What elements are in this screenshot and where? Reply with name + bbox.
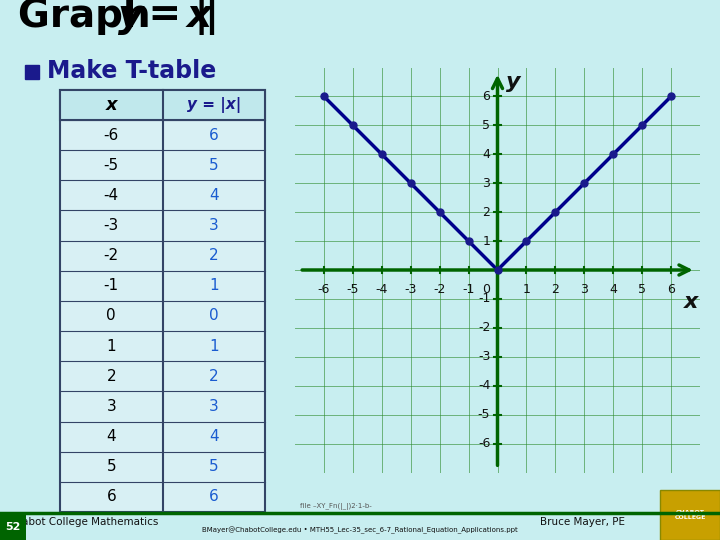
Point <box>318 92 330 101</box>
Text: -4: -4 <box>478 379 490 392</box>
Bar <box>60 90 265 512</box>
Text: -3: -3 <box>478 350 490 363</box>
Point <box>405 179 416 187</box>
Text: 52: 52 <box>5 522 21 532</box>
Text: -6: -6 <box>318 283 330 296</box>
Text: 5: 5 <box>107 459 116 474</box>
Text: y: y <box>118 0 143 35</box>
Text: 3: 3 <box>580 283 588 296</box>
Text: x: x <box>684 292 698 312</box>
Text: 5: 5 <box>638 283 646 296</box>
Bar <box>25 65 39 79</box>
Bar <box>0 513 26 540</box>
Text: 2: 2 <box>209 369 219 384</box>
Text: 4: 4 <box>107 429 116 444</box>
Point <box>463 237 474 245</box>
Text: -1: -1 <box>462 283 474 296</box>
Text: 0: 0 <box>107 308 116 323</box>
Point <box>608 150 619 159</box>
Point <box>636 121 648 130</box>
Text: y: y <box>506 72 521 92</box>
Text: x: x <box>187 0 212 35</box>
Text: Bruce Mayer, PE: Bruce Mayer, PE <box>540 517 625 527</box>
Text: 5: 5 <box>209 459 219 474</box>
Point <box>521 237 532 245</box>
Text: 1: 1 <box>523 283 531 296</box>
Text: CHABOT
COLLEGE: CHABOT COLLEGE <box>675 510 706 521</box>
Text: -3: -3 <box>405 283 417 296</box>
Text: -5: -5 <box>346 283 359 296</box>
Text: 2: 2 <box>107 369 116 384</box>
Text: -2: -2 <box>433 283 446 296</box>
Text: y = |x|: y = |x| <box>186 97 241 113</box>
Text: 1: 1 <box>107 339 116 354</box>
Text: 2: 2 <box>209 248 219 263</box>
Text: 6: 6 <box>209 127 219 143</box>
Text: = |: = | <box>135 0 209 35</box>
Text: Make T-table: Make T-table <box>47 59 216 83</box>
Point <box>434 208 446 217</box>
Text: 6: 6 <box>667 283 675 296</box>
Text: 1: 1 <box>209 278 219 293</box>
Text: x: x <box>105 96 117 114</box>
Text: |: | <box>204 0 218 35</box>
Text: 4: 4 <box>209 188 219 203</box>
Text: 3: 3 <box>107 399 116 414</box>
Text: 4: 4 <box>209 429 219 444</box>
Text: -4: -4 <box>376 283 388 296</box>
Text: 3: 3 <box>209 399 219 414</box>
Text: BMayer@ChabotCollege.edu • MTH55_Lec-35_sec_6-7_Rational_Equation_Applications.p: BMayer@ChabotCollege.edu • MTH55_Lec-35_… <box>202 526 518 534</box>
Text: -6: -6 <box>478 437 490 450</box>
Point <box>492 266 503 274</box>
Point <box>347 121 359 130</box>
Text: 4: 4 <box>482 148 490 161</box>
Text: 1: 1 <box>482 234 490 247</box>
Text: 3: 3 <box>209 218 219 233</box>
Text: 6: 6 <box>209 489 219 504</box>
Text: 2: 2 <box>552 283 559 296</box>
Text: 6: 6 <box>482 90 490 103</box>
Point <box>579 179 590 187</box>
Text: Graph: Graph <box>18 0 164 35</box>
Text: -5: -5 <box>478 408 490 421</box>
Text: -2: -2 <box>104 248 119 263</box>
Text: 5: 5 <box>482 119 490 132</box>
Text: -3: -3 <box>104 218 119 233</box>
Text: -2: -2 <box>478 321 490 334</box>
Text: 0: 0 <box>209 308 219 323</box>
Point <box>549 208 561 217</box>
Text: -1: -1 <box>478 293 490 306</box>
Text: 5: 5 <box>209 158 219 173</box>
Text: file –XY_Fn(|_|)2·1-b-: file –XY_Fn(|_|)2·1-b- <box>300 503 372 510</box>
Text: 4: 4 <box>609 283 617 296</box>
Text: -6: -6 <box>104 127 119 143</box>
Text: 1: 1 <box>209 339 219 354</box>
Text: -1: -1 <box>104 278 119 293</box>
Text: -4: -4 <box>104 188 119 203</box>
Text: 6: 6 <box>107 489 116 504</box>
Text: 2: 2 <box>482 206 490 219</box>
Text: -5: -5 <box>104 158 119 173</box>
Text: Chabot College Mathematics: Chabot College Mathematics <box>8 517 158 527</box>
Bar <box>660 490 720 540</box>
Bar <box>60 90 265 120</box>
Text: 3: 3 <box>482 177 490 190</box>
Text: 0: 0 <box>482 283 490 296</box>
Point <box>376 150 387 159</box>
Point <box>665 92 677 101</box>
